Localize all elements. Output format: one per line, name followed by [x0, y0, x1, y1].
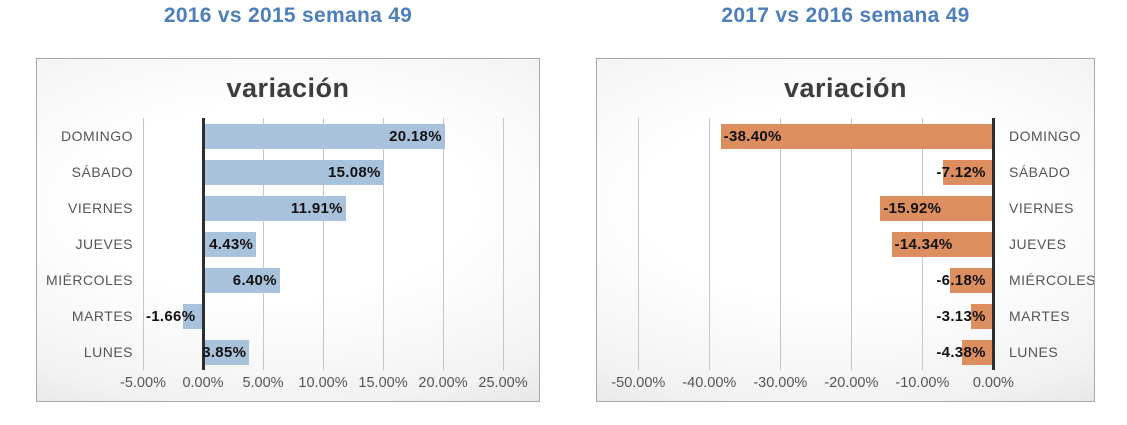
category-label-sábado: SÁBADO — [1009, 163, 1071, 180]
x-tick-label: 0.00% — [972, 375, 1014, 391]
chart-2016-vs-2015: 2016 vs 2015 semana 49 variación 20.18% D… — [36, 0, 540, 425]
bar-domingo — [720, 123, 994, 149]
value-label-sábado: 15.08% — [327, 163, 381, 181]
gridline — [503, 118, 504, 370]
value-label-jueves: -14.34% — [894, 235, 953, 253]
x-tick-label: 15.00% — [358, 375, 408, 391]
category-label-domingo: DOMINGO — [61, 127, 133, 144]
bar-martes — [183, 303, 203, 329]
gridline — [638, 118, 640, 370]
gridline — [780, 118, 782, 370]
chart-title-2017-vs-2016: 2017 vs 2016 semana 49 — [721, 4, 970, 27]
value-label-miércoles: 6.40% — [232, 271, 277, 289]
value-label-miércoles: -6.18% — [936, 271, 986, 289]
bar-jueves — [891, 231, 994, 257]
chart-panel-right: variación -38.40% DOMINGO -7.12% SÁBADO -15.… — [596, 58, 1095, 402]
category-label-domingo: DOMINGO — [1009, 127, 1081, 144]
category-label-miércoles: MIÉRCOLES — [1009, 271, 1095, 288]
category-label-lunes: LUNES — [83, 343, 133, 360]
bar-miércoles — [949, 267, 994, 293]
category-label-lunes: LUNES — [1009, 343, 1059, 360]
x-tick-label: -10.00% — [895, 375, 950, 391]
value-label-viernes: 11.91% — [290, 199, 343, 217]
x-tick-label: 0.00% — [182, 375, 224, 391]
x-tick-label: 20.00% — [418, 375, 468, 391]
value-label-lunes: -4.38% — [936, 343, 986, 361]
plot-title-variacion-right: variación — [783, 73, 908, 103]
value-label-domingo: 20.18% — [389, 127, 442, 145]
category-label-miércoles: MIÉRCOLES — [46, 271, 133, 288]
x-tick-label: 5.00% — [242, 375, 284, 391]
bar-jueves — [203, 231, 257, 257]
value-label-viernes: -15.92% — [883, 199, 942, 217]
x-tick-label: -5.00% — [120, 375, 166, 391]
bar-domingo — [203, 123, 446, 149]
x-tick-label: -30.00% — [753, 375, 808, 391]
gridline — [443, 118, 444, 370]
bar-viernes — [203, 195, 346, 221]
bar-sábado — [203, 159, 384, 185]
category-label-jueves: JUEVES — [75, 235, 133, 252]
chart-panel-left: variación 20.18% DOMINGO 15.08% SÁBADO 11.91… — [36, 58, 540, 402]
category-label-viernes: VIERNES — [1009, 199, 1074, 216]
zero-axis-line — [992, 118, 995, 370]
chart-title-2016-vs-2015: 2016 vs 2015 semana 49 — [163, 4, 413, 27]
bar-miércoles — [203, 267, 280, 293]
bar-lunes — [203, 339, 250, 365]
gridline — [263, 118, 264, 370]
x-tick-label: -20.00% — [824, 375, 879, 391]
zero-axis-line — [202, 118, 205, 370]
bar-viernes — [880, 195, 994, 221]
bar-martes — [971, 303, 994, 329]
gridline — [383, 118, 384, 370]
value-label-domingo: -38.40% — [723, 127, 782, 145]
value-label-jueves: 4.43% — [209, 235, 254, 253]
bar-lunes — [962, 339, 994, 365]
value-label-martes: -1.66% — [146, 307, 196, 325]
x-tick-label: 10.00% — [298, 375, 348, 391]
gridline — [709, 118, 711, 370]
gridline — [143, 118, 144, 370]
x-tick-label: -40.00% — [682, 375, 737, 391]
x-tick-label: -50.00% — [611, 375, 666, 391]
category-label-jueves: JUEVES — [1009, 235, 1067, 252]
category-label-viernes: VIERNES — [68, 199, 133, 216]
plot-title-variacion-left: variación — [226, 73, 350, 103]
value-label-lunes: 3.85% — [202, 343, 247, 361]
category-label-martes: MARTES — [71, 307, 133, 324]
chart-2017-vs-2016: 2017 vs 2016 semana 49 variación -38.40%… — [596, 0, 1095, 425]
value-label-martes: -3.13% — [936, 307, 986, 325]
category-label-sábado: SÁBADO — [71, 163, 133, 180]
bar-sábado — [942, 159, 994, 185]
value-label-sábado: -7.12% — [936, 163, 986, 181]
gridline — [851, 118, 853, 370]
gridline — [323, 118, 324, 370]
category-label-martes: MARTES — [1009, 307, 1071, 324]
x-tick-label: 25.00% — [478, 375, 528, 391]
